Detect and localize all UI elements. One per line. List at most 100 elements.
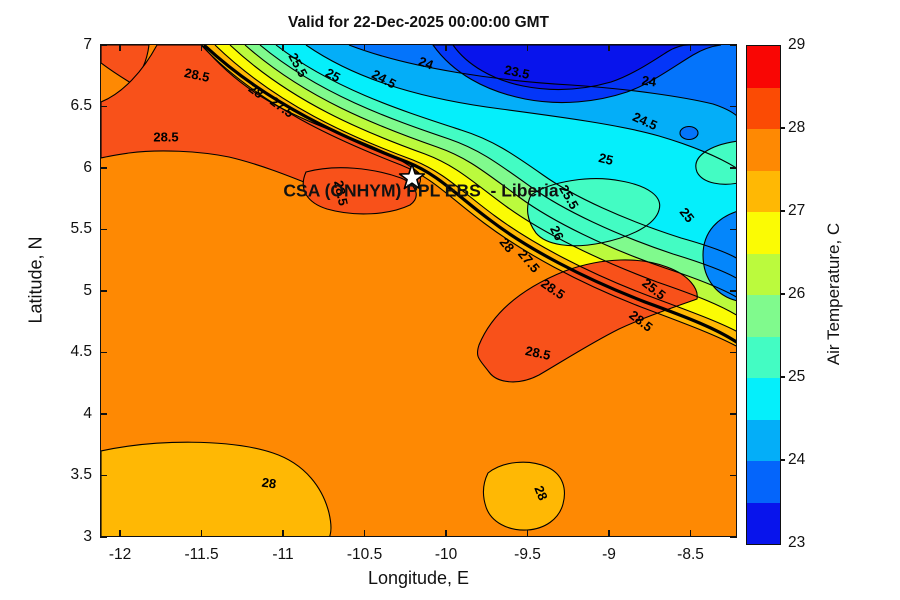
colorbar-band bbox=[747, 295, 780, 337]
tick-mark bbox=[730, 167, 737, 169]
tick-label: 26 bbox=[788, 285, 806, 302]
contour-map bbox=[101, 45, 736, 536]
star-marker bbox=[398, 163, 426, 190]
map-region bbox=[101, 441, 332, 536]
tick-mark bbox=[363, 530, 366, 537]
tick-label: 24 bbox=[788, 451, 806, 468]
tick-label: 23 bbox=[788, 534, 806, 551]
tick-label: 4.5 bbox=[70, 343, 92, 361]
tick-mark bbox=[282, 44, 284, 51]
tick-mark bbox=[730, 413, 737, 415]
tick-mark bbox=[100, 228, 107, 231]
map-region bbox=[527, 178, 661, 247]
map-region bbox=[348, 45, 736, 116]
plot-title: Valid for 22-Dec-2025 00:00:00 GMT bbox=[287, 14, 550, 31]
map-region bbox=[202, 45, 736, 344]
tick-mark bbox=[730, 290, 737, 292]
tick-label: -10.5 bbox=[346, 546, 383, 563]
tick-label: 27 bbox=[788, 202, 806, 219]
colorbar-band bbox=[747, 419, 780, 461]
tick-mark bbox=[730, 228, 737, 231]
map-region bbox=[229, 45, 736, 316]
y-axis-label: Latitude, N bbox=[25, 236, 46, 324]
map-region bbox=[305, 45, 736, 169]
tick-mark bbox=[282, 530, 284, 537]
tick-mark bbox=[100, 167, 107, 169]
plot-area: 28.5 28 27.5 25.5 25 24.5 24 23.5 24 24.5 25 28.5 28… bbox=[100, 44, 737, 537]
map-region bbox=[200, 45, 736, 347]
tick-mark bbox=[100, 44, 107, 46]
tick-label: 3 bbox=[83, 528, 92, 545]
tick-label: 3.5 bbox=[70, 466, 92, 484]
tick-label: -11.5 bbox=[184, 546, 219, 563]
tick-mark bbox=[526, 530, 529, 537]
tick-mark bbox=[608, 530, 610, 537]
tick-label: -10 bbox=[434, 546, 458, 563]
tick-mark bbox=[100, 105, 107, 108]
tick-mark bbox=[100, 536, 107, 538]
tick-label: 4 bbox=[83, 404, 92, 422]
colorbar-band bbox=[747, 502, 780, 544]
tick-mark bbox=[119, 530, 121, 537]
tick-mark bbox=[100, 474, 107, 477]
tick-mark bbox=[780, 293, 785, 295]
tick-mark bbox=[608, 44, 610, 51]
tick-mark bbox=[780, 376, 785, 378]
tick-label: 5.5 bbox=[70, 220, 92, 238]
colorbar-band bbox=[747, 212, 780, 254]
map-region bbox=[432, 45, 722, 104]
colorbar-band bbox=[747, 46, 780, 88]
map-region bbox=[679, 125, 699, 141]
tick-mark bbox=[445, 530, 447, 537]
tick-label: 6.5 bbox=[70, 97, 92, 115]
colorbar-band bbox=[747, 336, 780, 378]
colorbar-band bbox=[747, 253, 780, 295]
tick-mark bbox=[780, 127, 785, 129]
tick-mark bbox=[730, 474, 737, 477]
map-region bbox=[244, 45, 736, 298]
colorbar-band bbox=[747, 378, 780, 420]
tick-mark bbox=[119, 44, 121, 51]
map-region bbox=[476, 259, 698, 383]
tick-mark bbox=[730, 44, 737, 46]
tick-mark bbox=[730, 105, 737, 108]
map-region bbox=[302, 167, 417, 215]
map-region bbox=[259, 45, 736, 279]
map-region bbox=[275, 45, 736, 259]
tick-mark bbox=[200, 44, 203, 51]
tick-mark bbox=[526, 44, 529, 51]
tick-mark bbox=[730, 536, 737, 538]
tick-mark bbox=[100, 290, 107, 292]
tick-mark bbox=[445, 44, 447, 51]
tick-mark bbox=[363, 44, 366, 51]
tick-label: 25 bbox=[788, 368, 806, 385]
tick-mark bbox=[730, 351, 737, 354]
tick-label: 5 bbox=[83, 281, 92, 299]
tick-mark bbox=[100, 413, 107, 415]
tick-label: 29 bbox=[788, 36, 806, 53]
tick-label: 6 bbox=[83, 158, 92, 176]
tick-label: -9 bbox=[602, 546, 616, 563]
tick-label: -11 bbox=[272, 546, 294, 563]
map-region bbox=[702, 211, 736, 302]
map-region bbox=[483, 461, 565, 531]
tick-label: -9.5 bbox=[514, 546, 541, 563]
colorbar-band bbox=[747, 461, 780, 503]
colorbar-band bbox=[747, 170, 780, 212]
tick-mark bbox=[689, 44, 692, 51]
tick-label: 7 bbox=[83, 35, 92, 53]
tick-mark bbox=[780, 210, 785, 212]
colorbar bbox=[746, 45, 781, 545]
tick-label: -12 bbox=[108, 546, 132, 563]
map-region bbox=[452, 45, 690, 91]
tick-mark bbox=[689, 530, 692, 537]
tick-mark bbox=[780, 459, 785, 461]
colorbar-label: Air Temperature, C bbox=[824, 222, 843, 366]
contour-lines bbox=[200, 45, 736, 347]
colorbar-band bbox=[747, 87, 780, 129]
colorbar-band bbox=[747, 129, 780, 171]
map-region bbox=[214, 45, 736, 332]
temperature-blobs bbox=[101, 45, 736, 536]
tick-mark bbox=[200, 530, 203, 537]
